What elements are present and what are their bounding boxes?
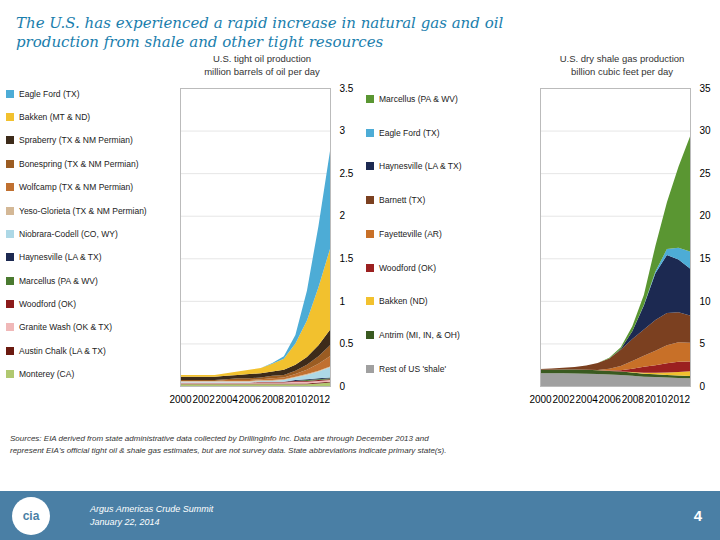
svg-text:2008: 2008 bbox=[262, 394, 285, 405]
svg-text:2002: 2002 bbox=[552, 394, 575, 405]
svg-text:15: 15 bbox=[700, 253, 712, 264]
svg-text:2010: 2010 bbox=[285, 394, 308, 405]
html-text:cia: cia bbox=[22, 508, 40, 523]
html-text:Eagle Ford (TX): Eagle Ford (TX) bbox=[379, 127, 440, 138]
svg-text:2000: 2000 bbox=[169, 394, 192, 405]
html-text:Marcellus (PA & WV): Marcellus (PA & WV) bbox=[379, 93, 458, 104]
svg-text:0: 0 bbox=[340, 381, 346, 392]
svg-text:30: 30 bbox=[700, 125, 712, 136]
svg-text:2006: 2006 bbox=[239, 394, 262, 405]
html-text:production from shale and othe: production from shale and other tight re… bbox=[16, 33, 384, 51]
svg-text:25: 25 bbox=[700, 168, 712, 179]
svg-text:2002: 2002 bbox=[192, 394, 215, 405]
html-text:Spraberry (TX & NM Permian): Spraberry (TX & NM Permian) bbox=[19, 135, 133, 146]
svg-text:20: 20 bbox=[700, 210, 712, 221]
html-text:Yeso-Glorieta (TX & NM Permian: Yeso-Glorieta (TX & NM Permian) bbox=[19, 205, 147, 216]
html-text:U.S. tight oil production: U.S. tight oil production bbox=[212, 53, 312, 64]
svg-text:2012: 2012 bbox=[668, 394, 691, 405]
svg-text:2004: 2004 bbox=[216, 394, 239, 405]
svg-text:2008: 2008 bbox=[622, 394, 645, 405]
html-text:The U.S. has experienced a rap: The U.S. has experienced a rapid increas… bbox=[16, 14, 504, 32]
svg-text:1: 1 bbox=[340, 296, 346, 307]
html-text:Haynesville (LA & TX): Haynesville (LA & TX) bbox=[19, 252, 102, 263]
html-text:Barnett (TX): Barnett (TX) bbox=[379, 195, 426, 206]
html-text:million barrels of oil per day: million barrels of oil per day bbox=[204, 66, 320, 77]
html-text:Argus Americas Crude Summit: Argus Americas Crude Summit bbox=[90, 503, 214, 514]
svg-text:2.5: 2.5 bbox=[340, 168, 354, 179]
svg-text:2004: 2004 bbox=[576, 394, 599, 405]
svg-text:5: 5 bbox=[700, 338, 706, 349]
html-text:Wolfcamp (TX & NM Permian): Wolfcamp (TX & NM Permian) bbox=[19, 182, 134, 193]
svg-text:35: 35 bbox=[700, 83, 712, 94]
html-text:Monterey (CA): Monterey (CA) bbox=[19, 369, 75, 380]
html-text:Bakken (ND): Bakken (ND) bbox=[379, 296, 428, 307]
html-text:Granite Wash (OK & TX): Granite Wash (OK & TX) bbox=[19, 322, 113, 333]
svg-text:3.5: 3.5 bbox=[340, 83, 354, 94]
svg-text:1.5: 1.5 bbox=[340, 253, 354, 264]
svg-text:0: 0 bbox=[700, 381, 706, 392]
html-text:Austin Chalk (LA & TX): Austin Chalk (LA & TX) bbox=[19, 345, 106, 356]
html-text:Eagle Ford (TX): Eagle Ford (TX) bbox=[19, 88, 80, 99]
html-text:Woodford (OK): Woodford (OK) bbox=[379, 262, 436, 273]
svg-text:2006: 2006 bbox=[599, 394, 622, 405]
svg-text:10: 10 bbox=[700, 296, 712, 307]
html-text:Woodford (OK): Woodford (OK) bbox=[19, 299, 76, 310]
html-text:Marcellus (PA & WV): Marcellus (PA & WV) bbox=[19, 275, 98, 286]
svg-text:2000: 2000 bbox=[529, 394, 552, 405]
html-text:Bonespring (TX & NM Permian): Bonespring (TX & NM Permian) bbox=[19, 158, 139, 169]
html-text:U.S. dry shale gas production: U.S. dry shale gas production bbox=[559, 53, 685, 64]
html-text:Haynesville (LA & TX): Haynesville (LA & TX) bbox=[379, 161, 462, 172]
html-text:Antrim (MI, IN, & OH): Antrim (MI, IN, & OH) bbox=[379, 330, 460, 341]
svg-text:2012: 2012 bbox=[308, 394, 331, 405]
svg-text:3: 3 bbox=[340, 125, 346, 136]
svg-text:2010: 2010 bbox=[645, 394, 668, 405]
html-text:billion cubic feet per day: billion cubic feet per day bbox=[571, 66, 673, 77]
html-text:Sources: EIA derived from stat: Sources: EIA derived from state administ… bbox=[10, 434, 447, 455]
html-text:January 22, 2014: January 22, 2014 bbox=[90, 516, 160, 527]
html-text:Rest of US 'shale': Rest of US 'shale' bbox=[379, 364, 446, 374]
html-text:Fayetteville (AR): Fayetteville (AR) bbox=[379, 228, 442, 239]
svg-text:0.5: 0.5 bbox=[340, 338, 354, 349]
html-text:Bakken (MT & ND): Bakken (MT & ND) bbox=[19, 112, 91, 123]
svg-text:2: 2 bbox=[340, 210, 346, 221]
html-text:4: 4 bbox=[693, 507, 702, 524]
html-text:Niobrara-Codell (CO, WY): Niobrara-Codell (CO, WY) bbox=[19, 228, 118, 239]
